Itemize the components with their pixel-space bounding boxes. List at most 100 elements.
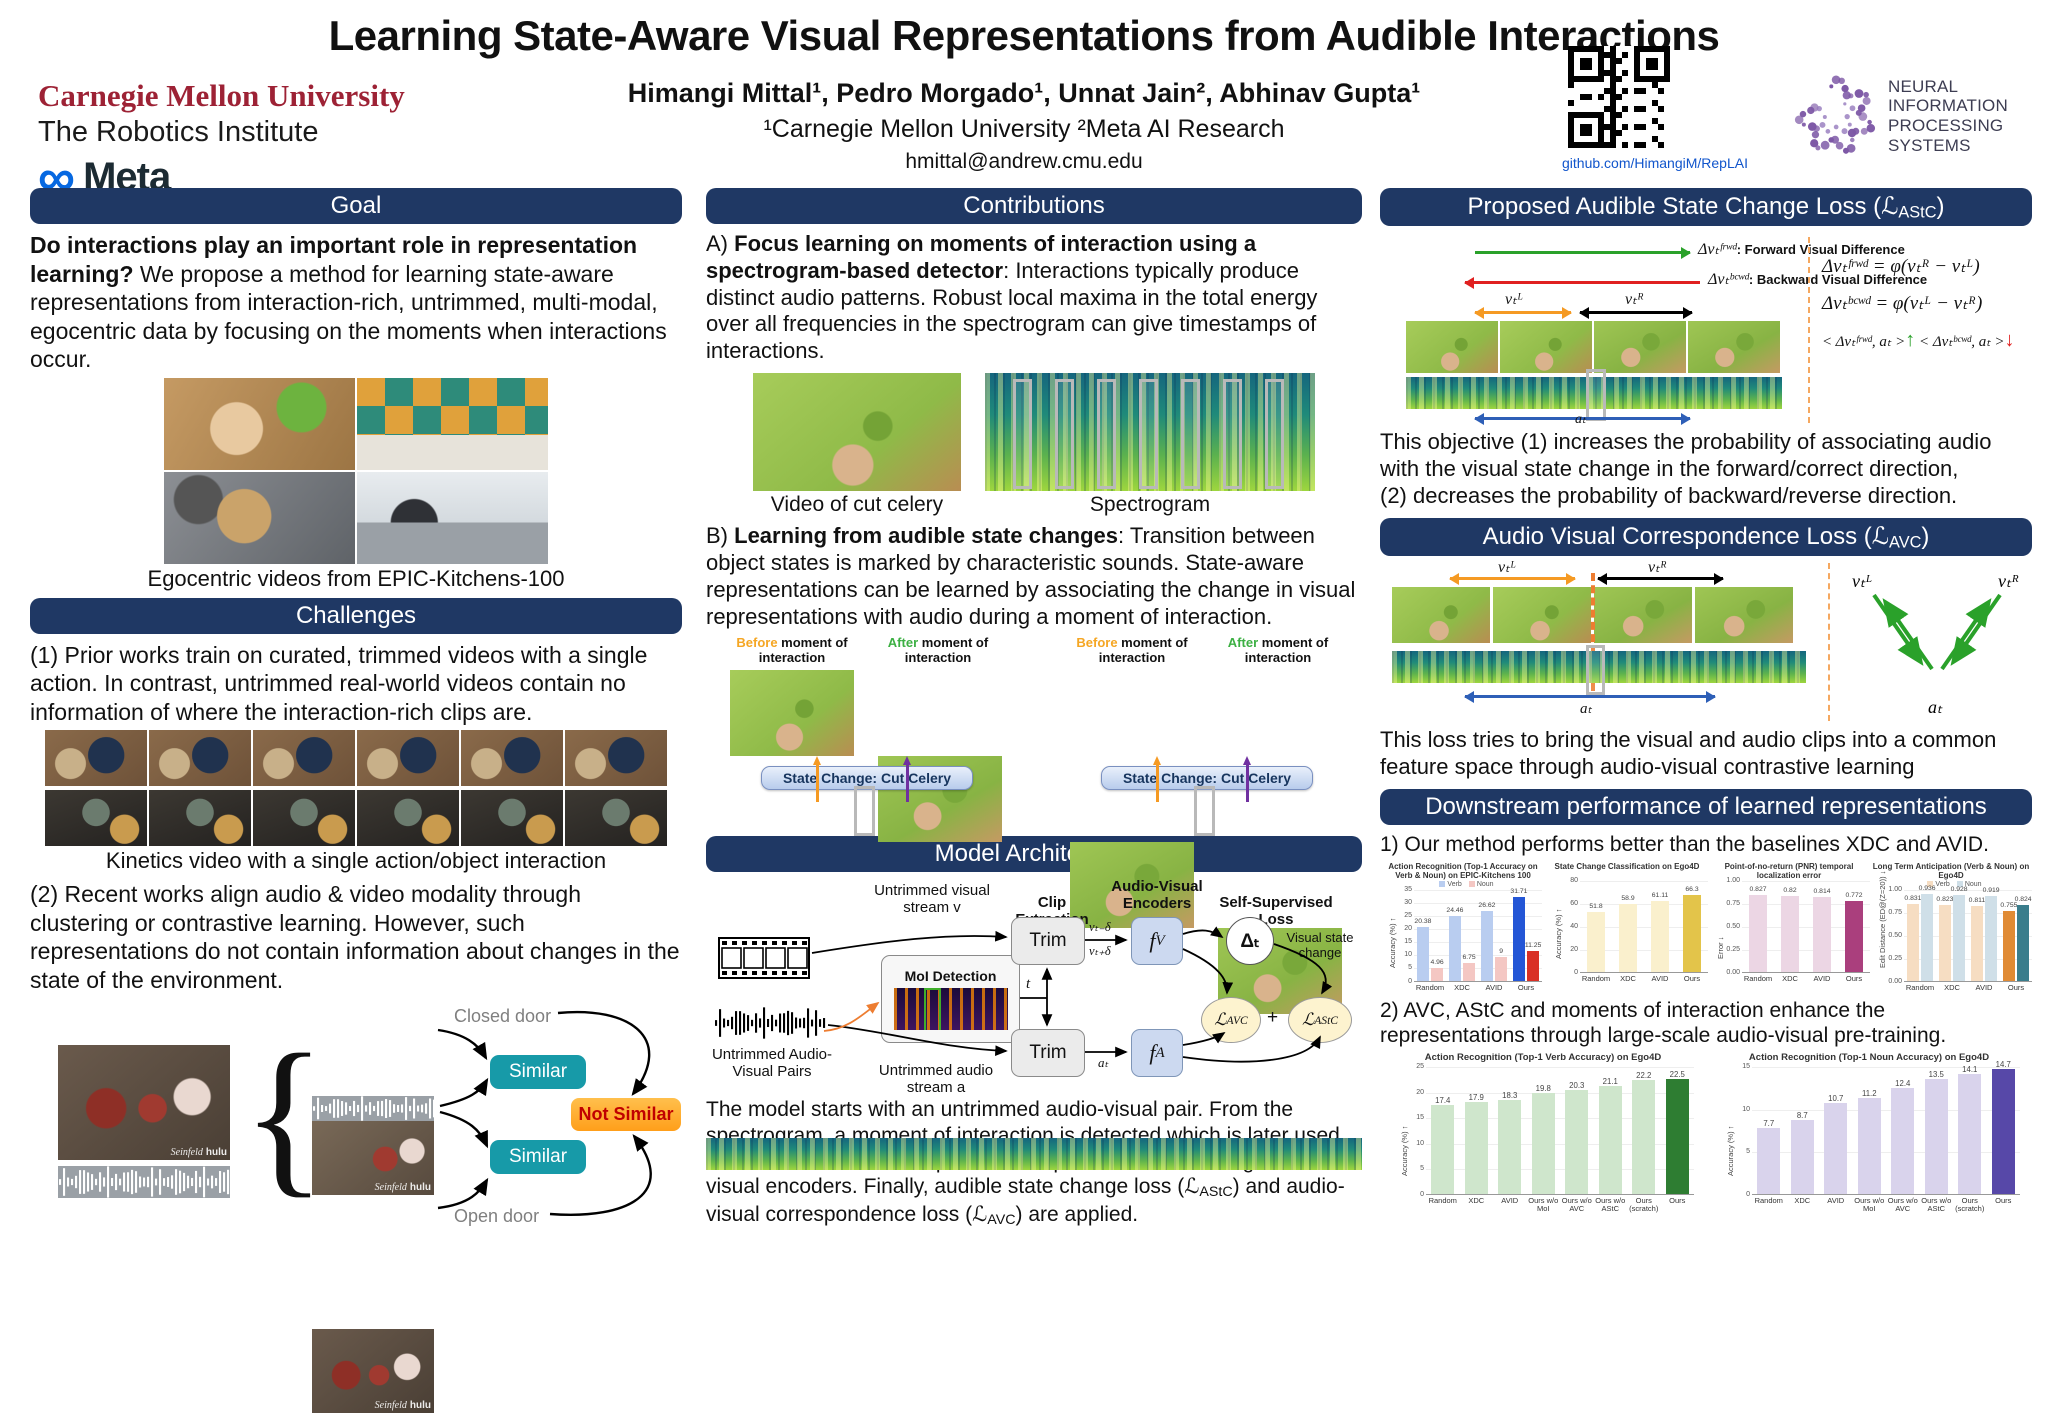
y-tick-label: 40 (1570, 922, 1578, 930)
bar: 17.9 (1464, 1093, 1488, 1195)
door-diagram-arrows (437, 1011, 652, 1217)
vtr-span-arrow (1579, 306, 1693, 319)
equation-objective: < Δvₜᶠʳʷᵈ, aₜ >↑ < Δvₜᵇᶜʷᵈ, aₜ >↓ (1822, 329, 2015, 352)
x-tick-label: Ours w/o MoI (1854, 1196, 1885, 1214)
bar-value: 13.5 (1928, 1069, 1944, 1079)
downstream-section-header: Downstream performance of learned repres… (1380, 788, 2032, 825)
av-encoders-label: Audio-Visual Encoders (1111, 878, 1203, 913)
gridline (1904, 912, 2032, 914)
neurips-logo: NEURAL INFORMATION PROCESSING SYSTEMS (1790, 70, 2048, 162)
bar: 24.46 (1446, 907, 1463, 981)
x-tick-label: AVID (1485, 982, 1503, 992)
kinetics-strip-row-2 (30, 790, 682, 847)
moment-divider (1591, 573, 1595, 692)
goal-text: Do interactions play an important role i… (30, 231, 682, 374)
after-label: After moment of interaction (887, 635, 989, 666)
chart-title: Point-of-no-return (PNR) temporal locali… (1724, 861, 1854, 880)
bar-slot: 0.755 0.824 (2000, 890, 2032, 981)
gridline (1414, 902, 1542, 904)
gridline (1742, 926, 1870, 928)
bar-slot: 8.7 (1786, 1067, 1820, 1195)
chart-plot: Accuracy (%) ↑ 0 20 40 60 80 51.8 58.9 61.11 66.3 (1554, 877, 1708, 976)
x-tick-label: XDC (1794, 1196, 1811, 1206)
x-tick-label: Ours (1995, 1196, 2012, 1206)
bar: 20.3 (1565, 1081, 1589, 1195)
kinetics-frame (357, 730, 459, 787)
after-arrow (1243, 756, 1250, 803)
untrimmed-pairs-label: Untrimmed Audio-Visual Pairs (711, 1046, 833, 1081)
bar: 26.62 (1478, 902, 1495, 981)
at-span-arrow (1474, 412, 1691, 425)
chart-plot: Accuracy (%) ↑ 0 5 10 15 7.7 8.7 10.7 11.2 12.4 13… (1726, 1060, 2020, 1198)
contribution-a-figures: Video of cut celery Spectrogram (706, 373, 1362, 523)
divider (1808, 237, 1810, 424)
y-axis-label: Accuracy (%) ↑ (1554, 908, 1563, 959)
bar: 4.96 (1430, 959, 1444, 981)
avc-frames (1392, 587, 1793, 644)
bar-value: 22.5 (1669, 1069, 1685, 1079)
github-link[interactable]: github.com/HimangiM/RepLAI (1562, 155, 1748, 171)
bar: 7.7 (1757, 1119, 1781, 1195)
bar: 19.8 (1531, 1084, 1555, 1195)
bar: 0.928 (1951, 886, 1968, 981)
gridline (1414, 915, 1542, 917)
y-tick-label: 60 (1570, 899, 1578, 907)
bar-slot: 17.9 (1460, 1067, 1494, 1195)
bar-slot: 20.38 4.96 (1414, 890, 1446, 981)
moment-marker (1586, 369, 1606, 422)
state-change-spectrogram (706, 1138, 1362, 1171)
svg-text:vₜᴿ: vₜᴿ (1998, 571, 2019, 591)
bar-value: 24.46 (1446, 907, 1464, 915)
gridline (1414, 889, 1542, 891)
spectrogram-with-moments (985, 373, 1315, 492)
bar-value: 0.824 (2014, 895, 2032, 903)
architecture-arrows (811, 926, 1333, 1063)
gridline (1752, 1109, 2020, 1111)
y-tick-label: 15 (1416, 1114, 1424, 1122)
bar-slot: 19.8 (1527, 1067, 1561, 1195)
goal-section-header: Goal (30, 188, 682, 224)
bar-slot: 66.3 (1676, 881, 1708, 972)
kinetics-frame (45, 730, 147, 787)
bar-value: 0.919 (1982, 887, 2000, 895)
chart-title: Long Term Anticipation (Verb & Noun) on … (1872, 861, 2030, 880)
legend-swatch (1956, 880, 1963, 887)
moi-marker (923, 988, 941, 1031)
author-block: Himangi Mittal¹, Pedro Morgado¹, Unnat J… (574, 78, 1474, 174)
bar-slot: 26.62 9 (1478, 890, 1510, 981)
svg-text:vₜᴸ: vₜᴸ (1852, 571, 1873, 591)
x-tick-label: Ours w/o MoI (1528, 1196, 1559, 1214)
gridline (1580, 903, 1708, 905)
bar-value: 58.9 (1621, 894, 1635, 902)
neurips-swirl-icon (1790, 70, 1882, 162)
astc-equations: Δvₜᶠʳʷᵈ = φ(vₜᴿ − vₜᴸ) Δvₜᵇᶜʷᵈ = φ(vₜᴸ −… (1822, 255, 2015, 366)
bar-slot: 21.1 (1594, 1067, 1628, 1195)
bar: 51.8 (1587, 903, 1605, 972)
vtr-span-arrow (1597, 572, 1724, 585)
bar: 18.3 (1498, 1091, 1522, 1195)
left-column: Goal Do interactions play an important r… (30, 188, 682, 1413)
kinetics-frame (253, 790, 355, 847)
y-tick-label: 80 (1570, 876, 1578, 884)
x-tick-label: Ours (scratch) (1955, 1196, 1985, 1214)
video-clip-open-door: Seinfeld hulu (312, 1329, 434, 1413)
chart-legend: Verb Noun (1870, 880, 2032, 890)
gridline (1426, 1143, 1694, 1145)
bar-slot: 0.823 0.928 (1936, 886, 1968, 981)
chart-title: State Change Classification on Ego4D (1554, 861, 1700, 871)
qr-code-icon (1568, 46, 1676, 154)
after-label: After moment of interaction (1227, 635, 1329, 666)
y-tick-label: 15 (1742, 1063, 1750, 1071)
waveform-bars (715, 1007, 826, 1040)
v-plus-label: vₜ₊δ (1089, 944, 1111, 959)
y-tick-label: 20 (1570, 945, 1578, 953)
bar-value: 11.2 (1861, 1089, 1877, 1099)
model-architecture-diagram: Untrimmed Audio-Visual Pairs Untrimmed v… (706, 878, 1362, 1096)
x-axis-labels: Random XDC AVID Ours w/o MoI Ours w/o AVC Our… (1752, 1195, 2020, 1214)
bar-slot: 20.3 (1560, 1067, 1594, 1195)
x-tick-label: Ours (1669, 1196, 1686, 1206)
gridline (1742, 903, 1870, 905)
avc-section-header: Audio Visual Correspondence Loss (ℒAVC) (1380, 517, 2032, 557)
bar: 21.1 (1598, 1077, 1622, 1195)
